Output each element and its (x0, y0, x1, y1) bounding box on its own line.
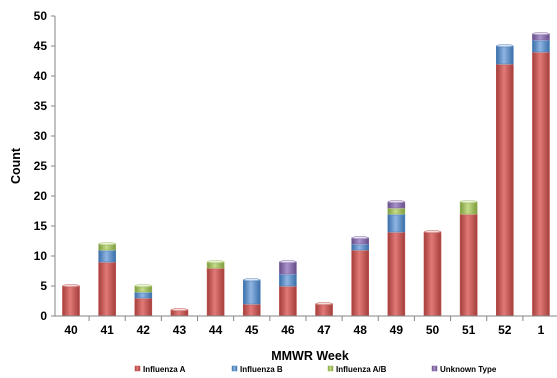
bar-segment-influenza-a (459, 212, 478, 317)
x-tick-label: 49 (390, 323, 404, 337)
x-tick-label: 43 (173, 323, 187, 337)
bar-segment-influenza-a (532, 50, 550, 317)
y-tick-label: 20 (34, 189, 48, 203)
bar-segment-influenza-a (423, 230, 442, 317)
bar-segment-influenza-a-b (206, 260, 225, 269)
bar-segment-influenza-a (98, 260, 116, 317)
bar-segment-influenza-a (62, 284, 80, 317)
x-tick-label: 52 (498, 323, 512, 337)
bar-segment-influenza-b (242, 278, 261, 305)
bar-segment-influenza-a-b (134, 284, 153, 293)
axes-group (54, 16, 557, 317)
bar-segment-unknown-type (351, 236, 370, 245)
bars-group (62, 32, 550, 317)
bar-segment-influenza-a (279, 284, 297, 317)
bar-segment-influenza-a-b (98, 242, 116, 251)
x-tick-label: 44 (209, 323, 223, 337)
y-axis-title: Count (9, 147, 23, 184)
x-axis-title: MMWR Week (271, 349, 349, 363)
x-tick-label: 50 (426, 323, 440, 337)
x-tick-label: 42 (137, 323, 151, 337)
bar-segment-influenza-a (351, 248, 370, 317)
y-tick-label: 5 (40, 279, 47, 293)
legend-swatch (134, 365, 141, 372)
bar-segment-influenza-a-b (459, 200, 478, 215)
bar-segment-influenza-a (387, 230, 406, 317)
bar-segment-influenza-b (495, 44, 514, 65)
bar-segment-influenza-a (315, 302, 333, 317)
legend-swatch (327, 365, 334, 372)
legend-swatch (231, 365, 238, 372)
y-tick-label: 25 (34, 159, 48, 173)
legend: Influenza A Influenza B Influenza A/B Unkno… (134, 365, 497, 374)
bar-segment-unknown-type (387, 200, 406, 209)
bar-segment-influenza-a (242, 302, 261, 317)
bar-segment-influenza-a (206, 266, 225, 317)
y-tick-label: 40 (34, 69, 48, 83)
y-tick-label: 30 (34, 129, 48, 143)
legend-label: Influenza A (143, 365, 186, 374)
x-tick-label: 51 (462, 323, 476, 337)
x-tick-label: 46 (281, 323, 295, 337)
legend-label: Influenza A/B (336, 365, 387, 374)
bar-segment-influenza-a (170, 308, 189, 317)
y-tick-label: 10 (34, 249, 48, 263)
bar-segment-influenza-b (98, 248, 116, 263)
y-tick-label: 35 (34, 99, 48, 113)
x-tick-label: 48 (354, 323, 368, 337)
y-tick-label: 0 (40, 309, 47, 323)
bar-segment-influenza-b (279, 272, 297, 287)
bar-segment-influenza-b (387, 212, 406, 233)
legend-swatch (431, 365, 438, 372)
x-tick-label: 45 (245, 323, 259, 337)
y-tick-label: 15 (34, 219, 48, 233)
x-tick-label: 40 (64, 323, 78, 337)
x-tick-label: 41 (100, 323, 114, 337)
legend-label: Influenza B (240, 365, 283, 374)
y-axis-ticks: 0 5 10 15 20 25 30 35 40 45 50 (34, 9, 55, 323)
x-tick-label: 1 (538, 323, 545, 337)
bar-segment-influenza-a (495, 62, 514, 317)
x-axis-ticks: 40 41 42 43 44 45 46 47 48 49 50 51 52 1 (64, 316, 545, 337)
bar-segment-unknown-type (279, 260, 297, 275)
legend-label: Unknown Type (440, 365, 497, 374)
bar-segment-unknown-type (532, 32, 550, 41)
bar-segment-influenza-b (532, 38, 550, 53)
y-tick-label: 45 (34, 39, 48, 53)
x-tick-label: 47 (317, 323, 331, 337)
bar-segment-influenza-a (134, 296, 153, 317)
y-tick-label: 50 (34, 9, 48, 23)
